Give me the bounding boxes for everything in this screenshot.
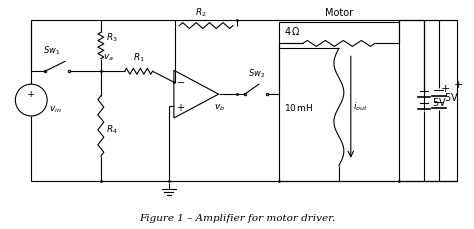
Text: $i_{out}$: $i_{out}$: [353, 101, 368, 113]
Text: $v_{in}$: $v_{in}$: [49, 105, 62, 115]
Text: $+$: $+$: [176, 101, 185, 112]
Text: $4\,\Omega$: $4\,\Omega$: [284, 25, 301, 38]
Text: $+$: $+$: [440, 83, 450, 94]
Text: Motor: Motor: [325, 8, 353, 18]
Bar: [279, 22, 399, 181]
Text: $R_4$: $R_4$: [106, 124, 118, 136]
Text: $v_a$: $v_a$: [103, 53, 114, 63]
Text: $+$: $+$: [453, 79, 463, 90]
Text: Figure 1 – Amplifier for motor driver.: Figure 1 – Amplifier for motor driver.: [139, 214, 335, 223]
Text: +: +: [27, 90, 36, 99]
Text: $5\mathrm{V}$: $5\mathrm{V}$: [444, 91, 458, 103]
Text: $R_3$: $R_3$: [106, 31, 118, 44]
Text: $Sw_2$: $Sw_2$: [248, 68, 265, 80]
Text: $R_2$: $R_2$: [195, 6, 207, 19]
Text: $-$: $-$: [176, 76, 185, 86]
Text: $R_1$: $R_1$: [133, 52, 145, 64]
Text: $v_b$: $v_b$: [214, 102, 225, 113]
Text: $Sw_1$: $Sw_1$: [43, 45, 61, 57]
Text: $10\,\mathrm{mH}$: $10\,\mathrm{mH}$: [284, 101, 313, 112]
Text: $5\mathrm{V}$: $5\mathrm{V}$: [432, 96, 447, 108]
